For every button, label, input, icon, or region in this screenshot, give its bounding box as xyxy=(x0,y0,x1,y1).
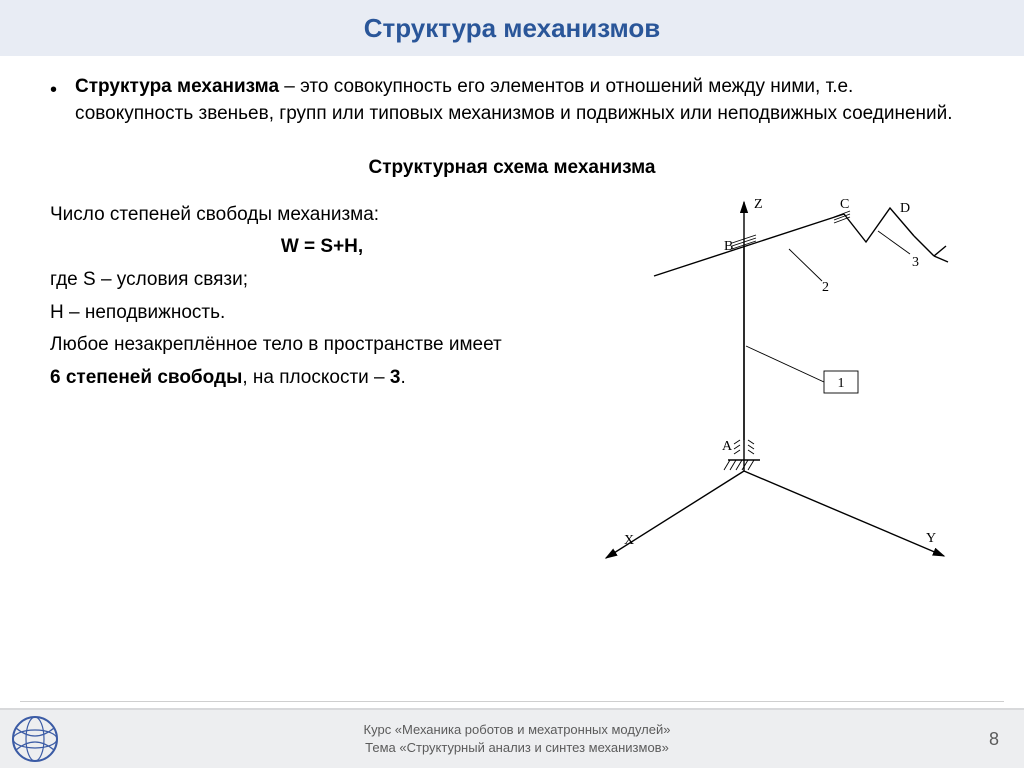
mechanism-svg: ZXYA1BC2D3 xyxy=(594,196,974,576)
six-dof-line: 6 степеней свободы, на плоскости – 3. xyxy=(50,365,594,392)
logo-icon xyxy=(10,714,60,764)
svg-text:X: X xyxy=(624,533,634,548)
dof-intro: Число степеней свободы механизма: xyxy=(50,202,594,229)
title-bar: Структура механизмов xyxy=(0,0,1024,56)
diagram: ZXYA1BC2D3 xyxy=(594,196,974,585)
svg-text:A: A xyxy=(722,439,733,454)
footer-logo xyxy=(0,709,70,769)
svg-text:Z: Z xyxy=(754,197,763,212)
where-h: H – неподвижность. xyxy=(50,300,594,327)
content-area: • Структура механизма – это совокупность… xyxy=(0,56,1024,584)
definition-text: Структура механизма – это совокупность е… xyxy=(75,74,974,127)
subheading: Структурная схема механизма xyxy=(50,155,974,182)
footer-topic: Тема «Структурный анализ и синтез механи… xyxy=(70,739,964,757)
footer-course: Курс «Механика роботов и мехатронных мод… xyxy=(70,721,964,739)
svg-text:1: 1 xyxy=(838,376,845,391)
six-bold: 6 степеней свободы xyxy=(50,367,242,388)
formula: W = S+H, xyxy=(50,234,594,261)
svg-text:Y: Y xyxy=(926,531,936,546)
any-body: Любое незакреплённое тело в пространстве… xyxy=(50,332,594,359)
footer-center: Курс «Механика роботов и мехатронных мод… xyxy=(70,721,964,756)
bullet-marker: • xyxy=(50,74,57,127)
svg-text:C: C xyxy=(840,197,849,212)
definition-term: Структура механизма xyxy=(75,76,279,97)
svg-text:3: 3 xyxy=(912,255,919,270)
definition-bullet: • Структура механизма – это совокупность… xyxy=(50,74,974,127)
page-number: 8 xyxy=(964,729,1024,750)
text-column: Число степеней свободы механизма: W = S+… xyxy=(50,196,594,585)
where-s: где S – условия связи; xyxy=(50,267,594,294)
page-title: Структура механизмов xyxy=(364,13,661,44)
footer-rule xyxy=(20,701,1004,702)
three-bold: 3 xyxy=(390,367,401,388)
footer: Курс «Механика роботов и мехатронных мод… xyxy=(0,708,1024,768)
svg-text:D: D xyxy=(900,201,910,216)
svg-text:2: 2 xyxy=(822,280,829,295)
